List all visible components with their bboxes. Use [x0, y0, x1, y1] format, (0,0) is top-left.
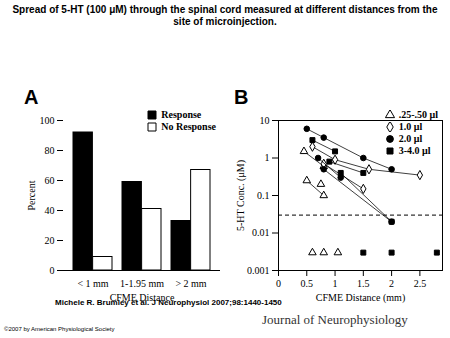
svg-text:0.5: 0.5 — [301, 278, 314, 289]
svg-text:80: 80 — [45, 145, 55, 156]
svg-text:0.1: 0.1 — [257, 190, 270, 201]
svg-text:2: 2 — [389, 278, 394, 289]
svg-text:1: 1 — [265, 152, 270, 163]
svg-text:< 1 mm: < 1 mm — [77, 278, 108, 289]
svg-text:10: 10 — [260, 115, 270, 126]
svg-text:0.01: 0.01 — [252, 227, 270, 238]
svg-text:CFME Distance (mm): CFME Distance (mm) — [316, 292, 405, 304]
svg-text:0: 0 — [50, 265, 55, 276]
svg-text:40: 40 — [45, 205, 55, 216]
svg-text:Percent: Percent — [26, 180, 37, 210]
svg-text:20: 20 — [45, 235, 55, 246]
svg-text:1-1.95 mm: 1-1.95 mm — [120, 278, 164, 289]
svg-text:1: 1 — [333, 278, 338, 289]
svg-text:0.001: 0.001 — [247, 265, 270, 276]
svg-text:0: 0 — [276, 278, 281, 289]
svg-text:1.5: 1.5 — [357, 278, 370, 289]
svg-text:100: 100 — [40, 115, 55, 126]
svg-text:60: 60 — [45, 175, 55, 186]
svg-text:> 2 mm: > 2 mm — [175, 278, 206, 289]
svg-text:5-HT Conc. (μM): 5-HT Conc. (μM) — [235, 160, 247, 231]
svg-text:2.5: 2.5 — [414, 278, 427, 289]
